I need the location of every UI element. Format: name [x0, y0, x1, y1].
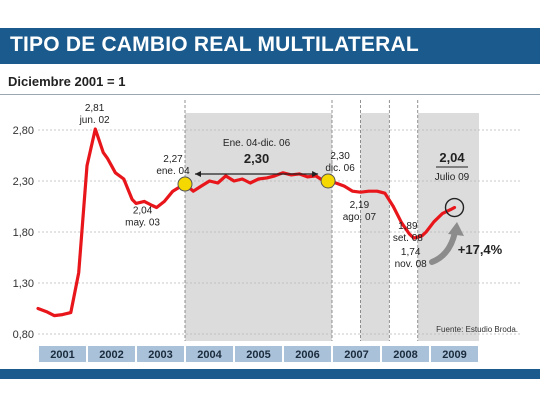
year-cell [284, 346, 331, 362]
data-label-date: set. 08 [393, 233, 423, 244]
data-label: 2,27 [163, 154, 183, 165]
highlight-marker [320, 173, 336, 189]
x-tick-label: 2008 [393, 349, 417, 361]
x-tick-label: 2006 [295, 349, 319, 361]
year-cell [431, 346, 478, 362]
period-arrow-head-right [312, 171, 319, 177]
title-bar: TIPO DE CAMBIO REAL MULTILATERAL [0, 28, 540, 64]
period-arrow-head-left [195, 171, 201, 177]
highlight-marker [177, 176, 193, 192]
year-cell [333, 346, 380, 362]
data-label-date: nov. 08 [395, 259, 427, 270]
y-tick-label: 1,30 [13, 278, 34, 290]
latest-value-circle [444, 197, 465, 218]
y-tick-label: 0,80 [13, 329, 34, 341]
data-label-date: ene. 04 [156, 166, 190, 177]
year-cell [88, 346, 135, 362]
x-tick-label: 2001 [50, 349, 74, 361]
subtitle-divider [0, 94, 540, 95]
year-cell [39, 346, 86, 362]
data-label: 2,81 [85, 103, 105, 114]
shaded-period-3 [417, 113, 479, 341]
data-label: 2,04 [439, 150, 465, 165]
data-label-date: may. 03 [125, 218, 160, 229]
change-arrow-shaft [429, 229, 458, 265]
year-cell [186, 346, 233, 362]
data-label-date: ago. 07 [343, 212, 377, 223]
shaded-period-1 [185, 113, 332, 341]
chart-subtitle: Diciembre 2001 = 1 [8, 74, 126, 89]
year-cell [235, 346, 282, 362]
data-label: 2,04 [133, 206, 153, 217]
y-tick-label: 2,80 [13, 125, 34, 137]
series-line [36, 127, 457, 318]
data-label: 2,19 [350, 200, 370, 211]
period-value: 2,30 [244, 151, 269, 166]
shaded-period-2 [360, 113, 390, 341]
x-tick-label: 2002 [99, 349, 123, 361]
data-label-date: jun. 02 [79, 115, 110, 126]
x-tick-label: 2009 [442, 349, 466, 361]
y-tick-label: 2,30 [13, 176, 34, 188]
data-label: 1,89 [398, 221, 418, 232]
period-label: Ene. 04-dic. 06 [223, 138, 291, 149]
data-label-date: dic. 06 [325, 163, 355, 174]
bottom-bar [0, 369, 540, 379]
data-label: 1,74 [401, 247, 421, 258]
change-label: +17,4% [458, 242, 503, 257]
data-label-date: Julio 09 [435, 172, 470, 183]
x-tick-label: 2005 [246, 349, 270, 361]
x-tick-label: 2007 [344, 349, 368, 361]
x-tick-label: 2003 [148, 349, 172, 361]
x-tick-label: 2004 [197, 349, 222, 361]
source-label: Fuente: Estudio Broda. [436, 325, 518, 334]
chart-title: TIPO DE CAMBIO REAL MULTILATERAL [10, 33, 419, 56]
data-label: 2,30 [330, 151, 350, 162]
year-cell [382, 346, 429, 362]
year-cell [137, 346, 184, 362]
change-arrow-head [448, 222, 464, 236]
y-tick-label: 1,80 [13, 227, 34, 239]
